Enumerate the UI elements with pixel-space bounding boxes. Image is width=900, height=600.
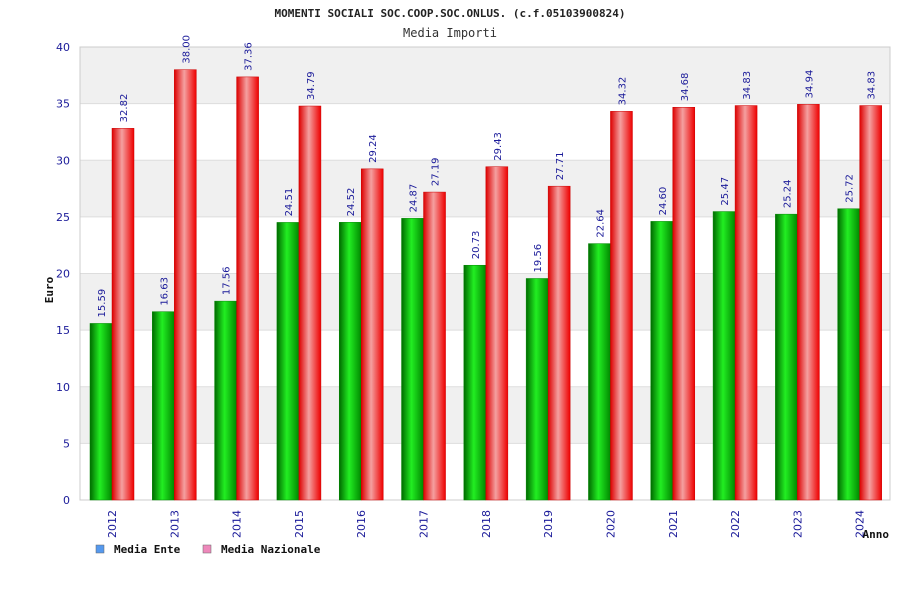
bar-media-ente xyxy=(338,222,362,501)
data-labels: 15.59 32.82 16.63 38.00 17.56 37.36 24.51 34.79… xyxy=(97,35,878,317)
data-label: 34.83 xyxy=(867,71,878,100)
data-label: 32.82 xyxy=(119,94,130,123)
y-tick-label: 20 xyxy=(56,268,70,281)
bar-media-ente xyxy=(276,222,300,501)
x-tick-label: 2015 xyxy=(293,510,306,538)
y-axis-ticks: 0 5 10 15 20 25 30 35 40 xyxy=(56,41,70,507)
data-label: 20.73 xyxy=(471,231,482,260)
y-tick-label: 0 xyxy=(63,494,70,507)
data-label: 34.94 xyxy=(804,70,815,99)
grid-band xyxy=(80,103,890,161)
bar-media-ente xyxy=(463,264,487,501)
bar-media-ente xyxy=(525,278,549,501)
data-label: 25.47 xyxy=(720,177,731,206)
data-label: 22.64 xyxy=(595,209,606,238)
bar-media-nazionale xyxy=(859,105,882,501)
x-tick-label: 2019 xyxy=(542,510,555,538)
data-label: 34.83 xyxy=(742,71,753,100)
x-tick-label: 2017 xyxy=(418,510,431,538)
data-label: 27.71 xyxy=(555,152,566,181)
legend-label: Media Nazionale xyxy=(221,543,321,556)
bar-media-nazionale xyxy=(236,76,259,501)
x-axis-label: Anno xyxy=(863,528,890,541)
data-label: 27.19 xyxy=(431,157,442,186)
bar-media-nazionale xyxy=(298,105,322,501)
x-tick-label: 2024 xyxy=(854,510,867,538)
data-label: 34.32 xyxy=(617,77,628,106)
bar-media-ente xyxy=(712,211,736,501)
bar-media-nazionale xyxy=(111,128,135,501)
data-label: 24.60 xyxy=(658,187,669,216)
data-label: 34.79 xyxy=(306,71,317,100)
x-tick-label: 2012 xyxy=(106,510,119,538)
bar-media-ente xyxy=(837,208,860,501)
data-label: 34.68 xyxy=(680,73,691,102)
data-label: 25.24 xyxy=(782,180,793,209)
data-label: 29.24 xyxy=(368,134,379,163)
data-label: 16.63 xyxy=(159,277,170,306)
bars xyxy=(89,69,882,501)
data-label: 38.00 xyxy=(181,35,192,64)
bar-media-ente xyxy=(775,213,798,501)
x-tick-label: 2014 xyxy=(231,510,244,538)
data-label: 25.72 xyxy=(845,174,856,203)
data-label: 19.56 xyxy=(533,244,544,273)
grid-band xyxy=(80,160,890,217)
y-tick-label: 35 xyxy=(56,98,70,111)
data-label: 29.43 xyxy=(493,132,504,161)
legend-swatch xyxy=(202,544,212,554)
y-tick-label: 10 xyxy=(56,381,70,394)
x-axis-ticks: 2012 2013 2014 2015 2016 2017 2018 2019 2020 2021… xyxy=(106,510,867,538)
bar-media-nazionale xyxy=(672,106,696,501)
y-tick-label: 15 xyxy=(56,324,70,337)
bar-media-nazionale xyxy=(797,104,820,501)
y-tick-label: 25 xyxy=(56,211,70,224)
x-tick-label: 2018 xyxy=(480,510,493,538)
legend-swatch xyxy=(95,544,105,554)
data-label: 17.56 xyxy=(222,266,233,295)
x-tick-label: 2016 xyxy=(355,510,368,538)
x-tick-label: 2020 xyxy=(604,510,617,538)
bar-media-nazionale xyxy=(547,185,571,501)
y-tick-label: 40 xyxy=(56,41,70,54)
bar-media-nazionale xyxy=(610,111,633,501)
legend-label: Media Ente xyxy=(114,543,181,556)
bar-media-nazionale xyxy=(734,105,758,501)
y-tick-label: 30 xyxy=(56,154,70,167)
bar-media-ente xyxy=(214,300,237,501)
bar-media-ente xyxy=(89,323,113,501)
data-label: 15.59 xyxy=(97,289,108,318)
chart-subtitle: Media Importi xyxy=(403,26,497,40)
x-tick-label: 2013 xyxy=(168,510,181,538)
chart-title: MOMENTI SOCIALI SOC.COOP.SOC.ONLUS. (c.f… xyxy=(275,7,626,20)
y-axis-label: Euro xyxy=(43,276,56,303)
bar-media-ente xyxy=(152,311,175,501)
bar-media-ente xyxy=(650,221,674,501)
legend: Media Ente Media Nazionale xyxy=(95,543,321,556)
x-tick-label: 2022 xyxy=(729,510,742,538)
bar-media-nazionale xyxy=(174,69,197,501)
data-label: 37.36 xyxy=(244,42,255,71)
bar-media-nazionale xyxy=(360,168,384,501)
data-label: 24.51 xyxy=(284,188,295,217)
y-tick-label: 5 xyxy=(63,437,70,450)
bar-media-ente xyxy=(401,218,424,501)
bar-media-nazionale xyxy=(423,191,446,501)
x-tick-label: 2021 xyxy=(667,510,680,538)
data-label: 24.87 xyxy=(409,184,420,213)
bar-media-nazionale xyxy=(485,166,509,501)
grid-band xyxy=(80,47,890,104)
data-label: 24.52 xyxy=(346,188,357,217)
bar-media-ente xyxy=(588,243,611,501)
x-tick-label: 2023 xyxy=(791,510,804,538)
